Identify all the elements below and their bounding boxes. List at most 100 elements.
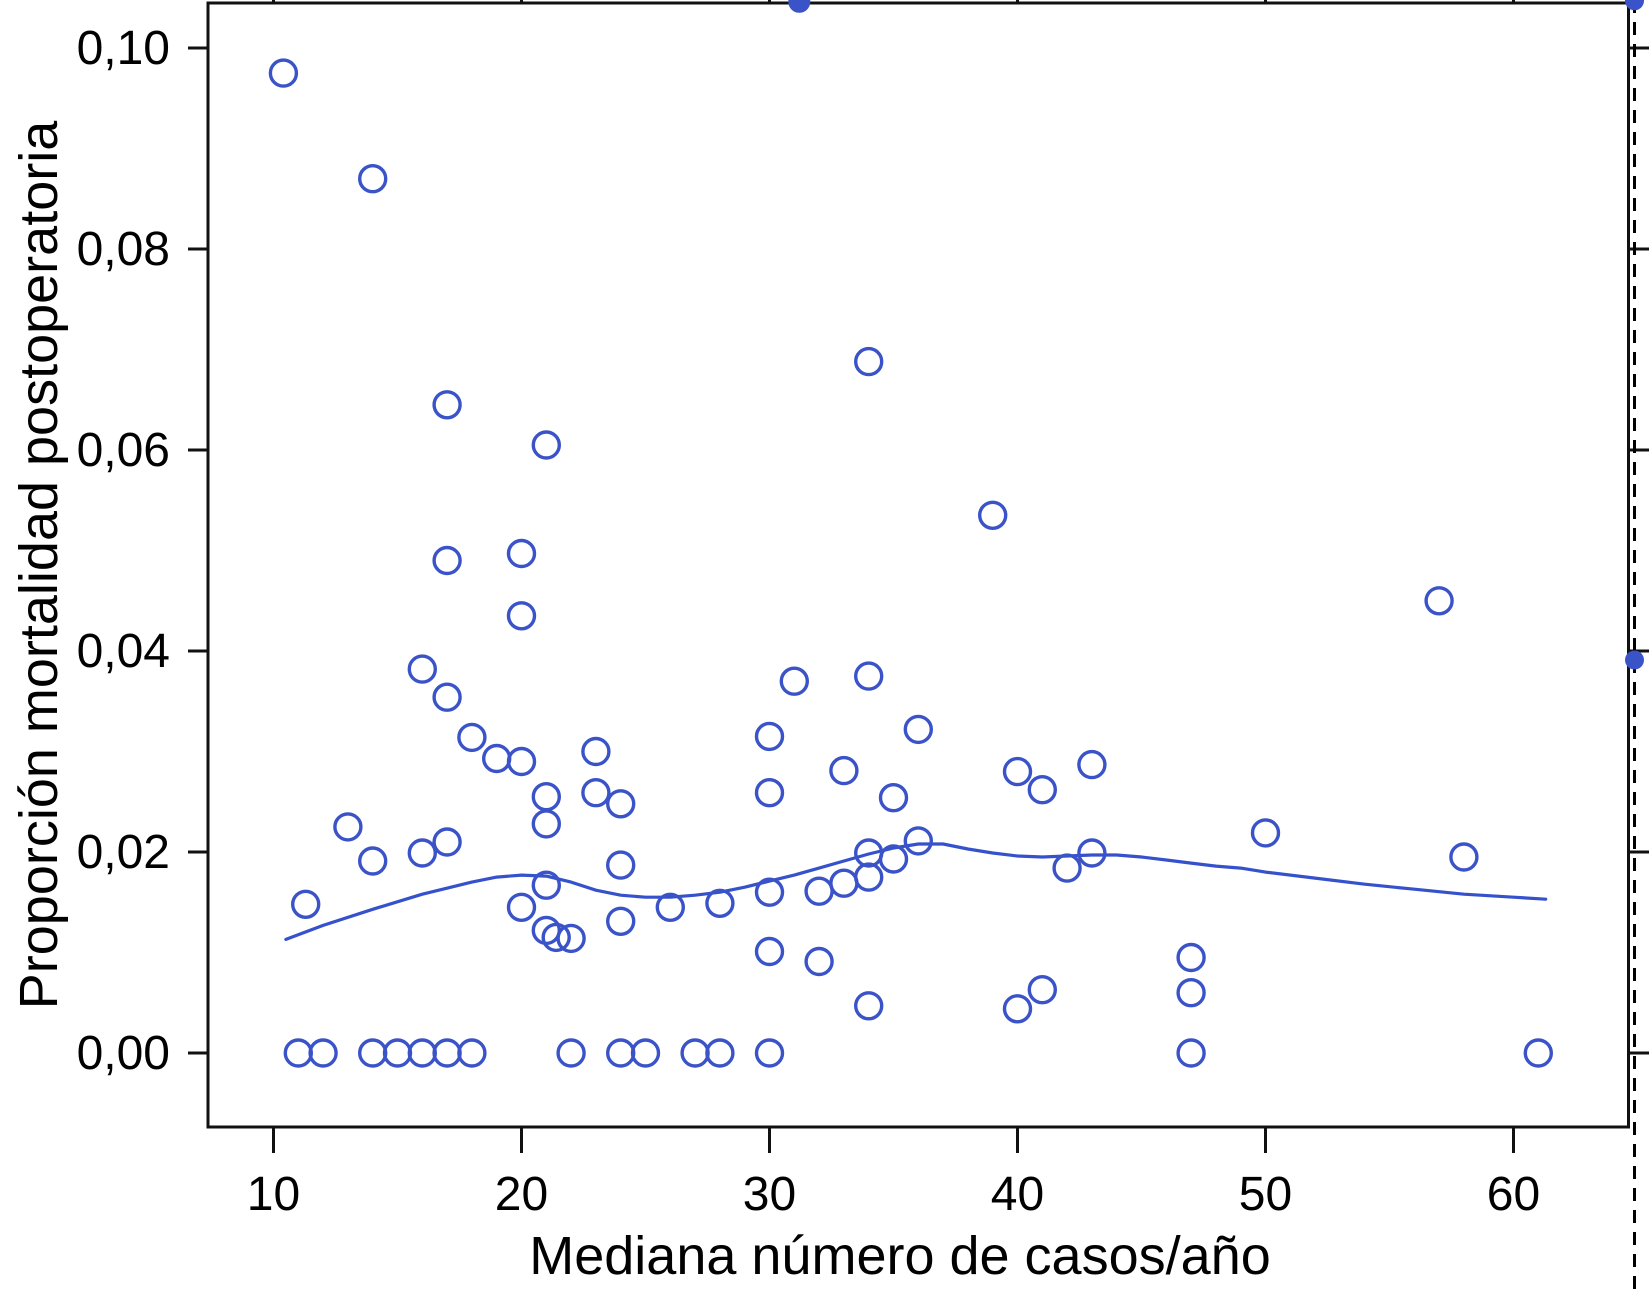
x-tick-label: 10 bbox=[247, 1168, 300, 1221]
y-tick-label: 0,06 bbox=[77, 424, 170, 477]
data-point-circle bbox=[506, 892, 537, 922]
y-tick-label: 0,02 bbox=[77, 826, 170, 879]
y-tick-label: 0,08 bbox=[77, 223, 170, 276]
x-tick-label: 20 bbox=[495, 1168, 548, 1221]
data-point-circle bbox=[854, 661, 884, 691]
data-point-circle bbox=[407, 654, 437, 684]
data-point-circle bbox=[754, 877, 785, 907]
divider-data-dot bbox=[1625, 0, 1644, 11]
data-point-circle bbox=[531, 809, 561, 839]
data-point-circle bbox=[779, 666, 809, 696]
data-point-circle bbox=[407, 838, 437, 868]
data-point-circle bbox=[1077, 838, 1107, 868]
data-point-circle bbox=[358, 163, 388, 194]
data-point-circle bbox=[1449, 842, 1479, 872]
plot-border bbox=[206, 1, 1630, 1129]
data-point-circle bbox=[556, 1038, 586, 1068]
data-point-circle bbox=[333, 812, 363, 842]
data-point-circle bbox=[432, 682, 462, 712]
data-point-circle bbox=[432, 1038, 462, 1068]
data-point-circle bbox=[482, 743, 512, 774]
data-point-circle bbox=[1424, 586, 1454, 616]
data-point-circle bbox=[854, 862, 884, 892]
data-point-circle bbox=[705, 1038, 735, 1068]
data-point-circle bbox=[506, 538, 537, 569]
data-point-circle bbox=[432, 545, 462, 576]
y-tick-label: 0,00 bbox=[77, 1027, 170, 1080]
data-point-circle bbox=[283, 1038, 313, 1068]
data-point-circle bbox=[754, 721, 785, 752]
data-point-circle bbox=[1002, 756, 1033, 787]
x-tick-label: 50 bbox=[1239, 1168, 1292, 1221]
data-point-circle bbox=[407, 1038, 437, 1068]
data-point-circle bbox=[754, 778, 785, 808]
y-axis-title: Proporción mortalidad postoperatoria bbox=[9, 120, 69, 1009]
data-point-circle bbox=[432, 827, 462, 857]
data-point-circle bbox=[680, 1038, 710, 1068]
data-point-circle bbox=[531, 782, 561, 812]
data-point-circle bbox=[308, 1038, 338, 1068]
data-point-circle bbox=[268, 58, 299, 88]
y-tick-label: 0,10 bbox=[77, 22, 170, 75]
loess-curve-layer bbox=[284, 842, 1548, 941]
loess-curve bbox=[284, 842, 1548, 941]
data-point-circle bbox=[1052, 853, 1082, 883]
clipped-data-point bbox=[788, 0, 811, 13]
x-tick-label: 60 bbox=[1487, 1168, 1540, 1221]
data-point-circle bbox=[457, 722, 487, 753]
data-point-circle bbox=[606, 906, 636, 936]
data-point-circle bbox=[506, 746, 537, 777]
data-point-circle bbox=[705, 888, 735, 918]
data-point-circle bbox=[556, 923, 586, 954]
panel-divider-layer bbox=[1625, 0, 1644, 1290]
x-tick-label: 30 bbox=[743, 1168, 796, 1221]
data-point-circle bbox=[754, 1038, 785, 1068]
x-tick-label: 40 bbox=[991, 1168, 1044, 1221]
data-point-circle bbox=[1250, 818, 1281, 848]
data-point-circle bbox=[854, 991, 884, 1021]
data-point-circle bbox=[358, 846, 388, 876]
data-point-circle bbox=[432, 390, 462, 420]
y-tick-label: 0,04 bbox=[77, 625, 170, 678]
data-point-circle bbox=[878, 783, 909, 813]
data-point-circle bbox=[531, 430, 561, 460]
data-point-circle bbox=[754, 936, 785, 967]
data-point-circle bbox=[829, 755, 859, 786]
data-point-circle bbox=[1176, 942, 1206, 973]
data-point-circle bbox=[903, 714, 933, 745]
data-point-circle bbox=[606, 1038, 636, 1068]
data-point-circle bbox=[655, 892, 685, 922]
data-point-circle bbox=[1176, 978, 1206, 1008]
data-point-circle bbox=[382, 1038, 413, 1068]
data-point-circle bbox=[1027, 975, 1058, 1005]
data-point-circle bbox=[1002, 994, 1033, 1024]
data-point-circle bbox=[541, 922, 571, 953]
data-point-circle bbox=[291, 889, 321, 919]
data-point-circle bbox=[978, 500, 1008, 530]
data-point-circle bbox=[457, 1038, 487, 1068]
data-point-circle bbox=[581, 736, 611, 767]
data-point-circle bbox=[606, 850, 636, 880]
data-point-circle bbox=[1077, 749, 1107, 780]
data-point-circle bbox=[531, 870, 561, 900]
data-point-circle bbox=[581, 778, 611, 808]
data-point-circle bbox=[854, 346, 884, 377]
data-point-circle bbox=[1027, 775, 1058, 805]
data-point-circle bbox=[1176, 1038, 1206, 1068]
data-points-layer bbox=[268, 0, 1554, 1068]
data-point-circle bbox=[804, 876, 834, 906]
axes-layer: 10 20 30 40 50 60 0,00 0,02 0,04 0,06 0,08 0,10 bbox=[77, 0, 1649, 1221]
data-point-circle bbox=[878, 844, 909, 874]
data-point-circle bbox=[903, 826, 933, 856]
data-point-circle bbox=[506, 601, 537, 631]
data-point-circle bbox=[630, 1038, 661, 1068]
data-point-circle bbox=[804, 946, 834, 977]
data-point-circle bbox=[829, 868, 859, 898]
x-axis-title: Mediana número de casos/año bbox=[529, 1226, 1270, 1286]
data-point-circle bbox=[1523, 1038, 1554, 1068]
data-point-circle bbox=[606, 789, 636, 819]
data-point-circle bbox=[358, 1038, 388, 1068]
divider-data-dot bbox=[1625, 650, 1644, 670]
